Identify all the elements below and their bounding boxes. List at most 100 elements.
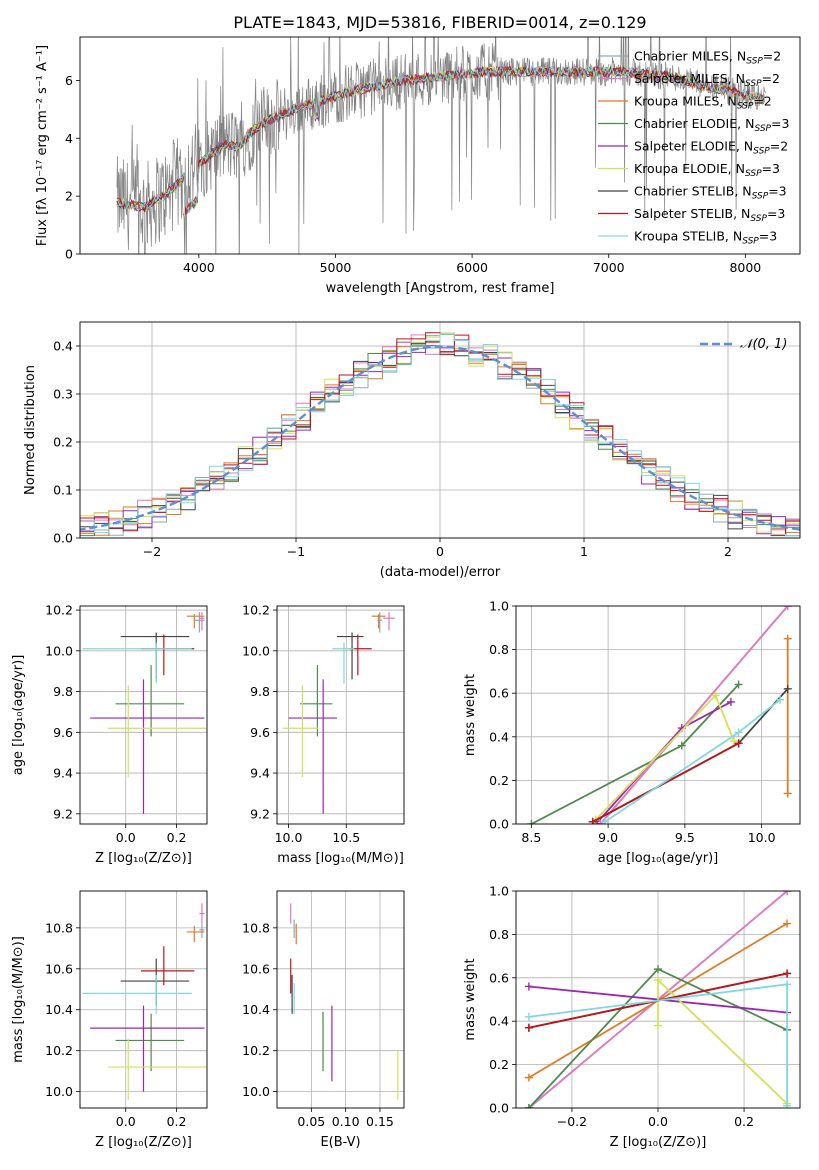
y-tick-label: 10.2 (242, 1043, 270, 1058)
axes-frame (276, 890, 405, 1109)
y-tick-label: 4 (65, 131, 73, 146)
x-tick-label: 0.0 (116, 830, 136, 845)
x-tick-label: 9.0 (598, 830, 618, 845)
y-tick-label: 10.2 (45, 1043, 73, 1058)
spectrum-model-line (116, 65, 765, 213)
data-point-marker (588, 817, 597, 824)
y-tick-label: 0.2 (53, 435, 73, 450)
data-point-marker (524, 982, 533, 991)
data-point-marker (711, 691, 720, 700)
figure-title: PLATE=1843, MJD=53816, FIBERID=0014, z=0… (233, 13, 646, 32)
y-tick-label: 1.0 (489, 599, 509, 614)
x-axis-label: Z [log₁₀(Z/Z⊙)] (610, 1135, 707, 1150)
y-axis-label: mass weight (463, 674, 478, 756)
panel-massweight_vs_Z: −0.2 0.0 0.2 0.0 0.2 0.4 0.6 0.8 1.0 Z [log₁₀(Z/Z… (463, 884, 801, 1150)
data-point-marker (601, 817, 610, 824)
data-point-marker (734, 680, 743, 689)
data-point-marker (527, 820, 536, 824)
y-tick-label: 0.8 (489, 642, 509, 657)
data-point-marker (677, 741, 686, 750)
x-tick-label: 6000 (456, 260, 488, 275)
plot-area-mass_vs_EBV (290, 903, 399, 1100)
legend-label: Salpeter MILES, NSSP=2 (634, 71, 780, 89)
y-tick-label: 10.0 (242, 1084, 270, 1099)
y-tick-label: 10.2 (242, 603, 270, 618)
data-point-marker (783, 606, 792, 610)
x-tick-label: 0.10 (332, 1114, 360, 1129)
y-tick-label: 10.0 (242, 643, 270, 658)
mass-weight-line (592, 742, 740, 823)
x-tick-label: 0.15 (366, 1114, 394, 1129)
normal-reference-curve (80, 345, 800, 531)
y-tick-label: 0.0 (53, 531, 73, 546)
x-tick-label: 0.2 (167, 1114, 187, 1129)
data-point-marker (783, 980, 792, 989)
data-point-marker (654, 1021, 662, 1030)
axes-frame (276, 605, 405, 825)
data-point-marker (783, 891, 792, 895)
panel-residuals: −2 −1 0 1 2 0.0 0.1 0.2 0.3 0.4 (data-model)/error… (23, 321, 801, 580)
x-tick-label: 10.0 (275, 830, 303, 845)
plot-area-age_vs_mass (282, 612, 395, 814)
x-tick-label: 0.05 (297, 1114, 325, 1129)
y-tick-label: 9.6 (53, 725, 73, 740)
legend-label: Kroupa STELIB, NSSP=3 (634, 229, 777, 247)
data-point-marker (596, 820, 605, 824)
panel-mass_vs_EBV: 0.05 0.10 0.15 10.0 10.2 10.4 10.6 10.8 E(B-V) (242, 890, 405, 1150)
x-axis-label: wavelength [Angstrom, rest frame] (326, 281, 555, 296)
y-tick-label: 10.8 (45, 920, 73, 935)
y-tick-label: 0.3 (53, 387, 73, 402)
y-tick-label: 9.6 (250, 725, 270, 740)
panel-age_vs_Z: 0.0 0.2 9.2 9.4 9.6 9.8 10.0 10.2 Z [log₁₀(Z/Z⊙)… (11, 603, 208, 866)
y-tick-label: 0.4 (489, 1014, 509, 1029)
y-axis-label: mass [log₁₀(M/M⊙)] (11, 936, 26, 1063)
y-tick-label: 0.6 (489, 970, 509, 985)
y-tick-label: 10.0 (45, 1084, 73, 1099)
residuals-legend: 𝒩(0, 1) (700, 337, 787, 352)
legend-label: 𝒩(0, 1) (740, 337, 787, 352)
data-point-marker (726, 697, 735, 706)
y-tick-label: 9.8 (250, 684, 270, 699)
x-tick-label: 10.0 (748, 830, 776, 845)
y-tick-label: 0.0 (489, 817, 509, 832)
y-tick-label: 9.8 (53, 684, 73, 699)
y-tick-label: 10.4 (242, 1002, 270, 1017)
data-point-marker (654, 975, 662, 984)
x-tick-label: −2 (143, 544, 161, 559)
x-tick-label: 7000 (593, 260, 625, 275)
y-tick-label: 0.1 (53, 483, 73, 498)
legend-label: Salpeter STELIB, NSSP=3 (634, 206, 785, 224)
y-tick-label: 0 (65, 247, 73, 262)
y-tick-label: 9.2 (250, 806, 270, 821)
x-tick-label: 10.5 (332, 830, 360, 845)
panel-age_vs_mass: 10.0 10.5 9.2 9.4 9.6 9.8 10.0 10.2 mass [log₁₀(… (242, 603, 405, 866)
y-tick-label: 9.4 (53, 766, 73, 781)
y-tick-label: 9.2 (53, 806, 73, 821)
y-tick-label: 0.2 (489, 773, 509, 788)
panels: 4000 5000 6000 7000 8000 0 2 4 6 wavelength [Angs… (11, 36, 801, 1150)
axes-frame (79, 605, 208, 825)
x-tick-label: −1 (287, 544, 305, 559)
spectrum-legend: Chabrier MILES, NSSP=2 Salpeter MILES, NS… (598, 49, 789, 247)
y-tick-label: 10.0 (45, 643, 73, 658)
y-tick-label: 2 (65, 189, 73, 204)
x-axis-label: Z [log₁₀(Z/Z⊙)] (95, 851, 192, 866)
x-tick-label: 8000 (729, 260, 761, 275)
y-tick-label: 9.4 (250, 766, 270, 781)
data-point-marker (654, 965, 662, 974)
y-tick-label: 10.2 (45, 603, 73, 618)
y-axis-label: Flux [fλ 10⁻¹⁷ erg cm⁻² s⁻¹ A⁻¹] (35, 45, 50, 246)
data-point-marker (783, 634, 792, 643)
y-tick-label: 0.8 (489, 927, 509, 942)
data-point-marker (734, 728, 743, 737)
data-point-marker (783, 969, 792, 978)
x-tick-label: 8.5 (521, 830, 541, 845)
panel-spectrum: 4000 5000 6000 7000 8000 0 2 4 6 wavelength [Angs… (35, 36, 801, 296)
data-point-marker (776, 695, 785, 704)
y-axis-label: mass weight (463, 958, 478, 1040)
y-axis-label: Normed distribution (23, 365, 38, 495)
y-tick-label: 1.0 (489, 884, 509, 899)
y-tick-label: 0.2 (489, 1057, 509, 1072)
y-tick-label: 6 (65, 73, 73, 88)
